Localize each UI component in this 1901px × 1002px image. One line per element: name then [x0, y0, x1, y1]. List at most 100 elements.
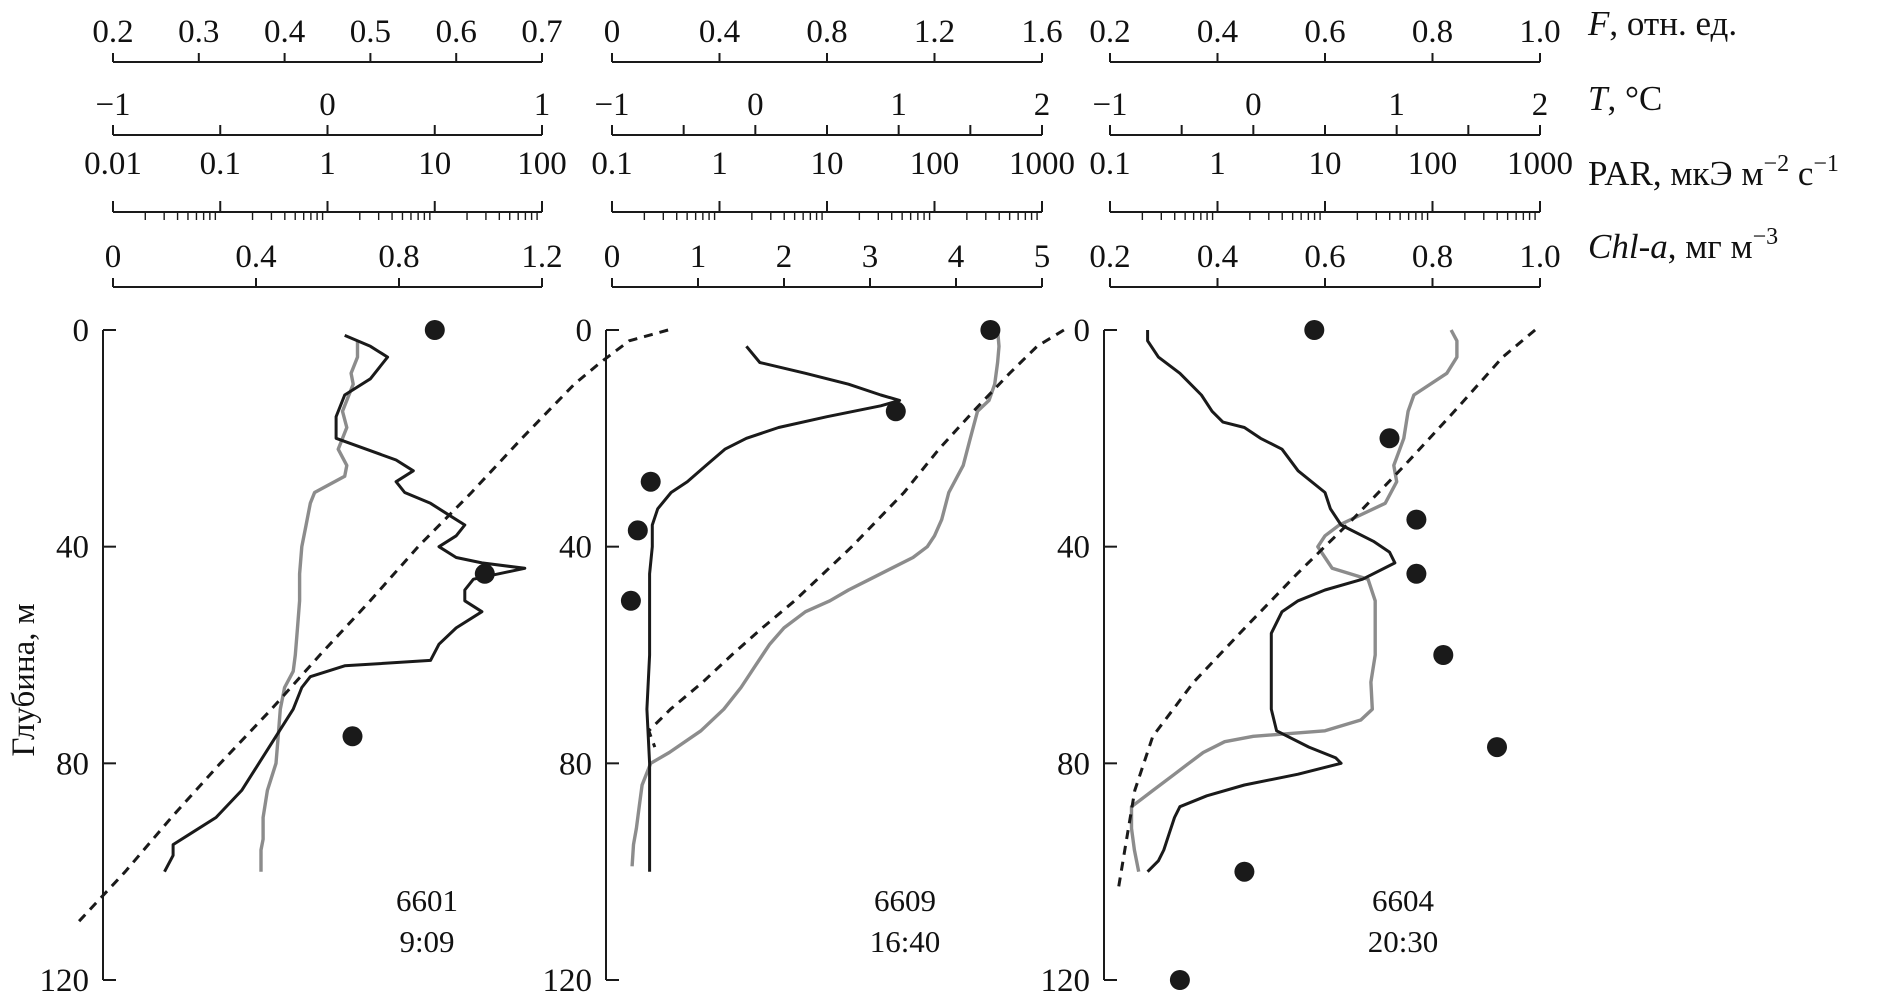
par-tick-label: 1: [1209, 146, 1226, 182]
profile-data-layer: [73, 320, 1537, 990]
temperature-profile: [259, 340, 360, 872]
chl-tick-label: 4: [948, 239, 965, 275]
par-tick-label: 0.01: [84, 146, 142, 182]
station-time: 20:30: [1368, 924, 1439, 959]
depth-tick-label: 40: [559, 530, 592, 566]
par-tick-label: 10: [1309, 146, 1342, 182]
f-tick-label: 1.0: [1519, 14, 1560, 50]
f-tick-label: 0.6: [436, 14, 477, 50]
chl-axis-title: Chl-a, мг м−3: [1588, 224, 1778, 266]
top-axis-titles: F, отн. ед. T, °C PAR, мкЭ м−2 с−1 Chl-a…: [1587, 4, 1839, 266]
f-tick-label: 1.2: [914, 14, 955, 50]
chl-a-point: [342, 726, 363, 747]
panel-6609: 0 0.4 0.8 1.2 1.6−1 0 1 20 1 2 3 4 50.1 1 10 100 1000: [591, 14, 1075, 288]
par-tick-label: 0.1: [1089, 146, 1130, 182]
station-labels: 6601 9:09 6609 16:40 6604 20:30: [396, 883, 1438, 959]
par-tick-label: 1: [319, 146, 336, 182]
t-tick-label: 1: [534, 87, 551, 123]
chl-tick-label: 2: [776, 239, 793, 275]
depth-tick-label: 0: [576, 313, 593, 349]
chl-tick-label: 0: [105, 239, 122, 275]
t-tick-label: −1: [95, 87, 130, 123]
station-label-6604: 6604 20:30: [1368, 883, 1439, 959]
depth-tick-label: 40: [1057, 530, 1090, 566]
station-number: 6609: [874, 883, 936, 918]
f-tick-label: 0: [604, 14, 621, 50]
temperature-profile: [630, 329, 1001, 867]
chl-tick-label: 0.4: [235, 239, 276, 275]
t-tick-label: 1: [1388, 87, 1405, 123]
t-tick-label: 0: [319, 87, 336, 123]
f-tick-label: 0.5: [350, 14, 391, 50]
t-tick-label: −1: [1092, 87, 1127, 123]
depth-tick-label: 120: [543, 963, 593, 999]
depth-tick-label: 0: [73, 313, 90, 349]
profiles-6601: [73, 320, 669, 927]
t-tick-label: 0: [1245, 87, 1262, 123]
par-tick-label: 10: [418, 146, 451, 182]
chl-a-point: [627, 520, 648, 541]
profiles-6609: [620, 320, 1065, 872]
t-tick-label: 0: [747, 87, 764, 123]
par-tick-label: 100: [1408, 146, 1458, 182]
t-tick-label: 1: [890, 87, 907, 123]
chl-a-point: [1234, 861, 1255, 882]
depth-axis-6604: 0 40 80 120: [1041, 313, 1117, 999]
chl-a-point: [1379, 428, 1400, 449]
depth-tick-label: 80: [559, 746, 592, 782]
fluorescence-profile: [163, 334, 527, 873]
station-label-6601: 6601 9:09: [396, 883, 458, 959]
chl-a-point: [1406, 509, 1427, 530]
f-axis-title: F, отн. ед.: [1587, 4, 1737, 43]
chl-tick-label: 0.6: [1304, 239, 1345, 275]
par-profile: [73, 328, 669, 927]
t-tick-label: −1: [594, 87, 629, 123]
f-tick-label: 0.6: [1304, 14, 1345, 50]
f-tick-label: 1.6: [1021, 14, 1062, 50]
station-time: 16:40: [870, 924, 941, 959]
par-tick-label: 0.1: [200, 146, 241, 182]
t-tick-label: 2: [1532, 87, 1549, 123]
panel-6604: 0.2 0.4 0.6 0.8 1.0−1 0 1 20.2 0.4 0.6 0.8 1.00.1 1 1…: [1089, 14, 1573, 288]
par-tick-label: 1: [711, 146, 728, 182]
panel-6601: 0.2 0.3 0.4 0.5 0.6 0.7−1 0 10 0.4 0.8 1.20.01 0.1 1…: [84, 14, 567, 288]
chl-tick-label: 5: [1034, 239, 1051, 275]
station-number: 6601: [396, 883, 458, 918]
f-tick-label: 0.3: [178, 14, 219, 50]
chl-tick-label: 0.4: [1197, 239, 1238, 275]
par-axis-title: PAR, мкЭ м−2 с−1: [1588, 151, 1839, 193]
f-tick-label: 0.8: [806, 14, 847, 50]
chl-a-point: [1487, 737, 1507, 758]
chl-tick-label: 1.2: [521, 239, 562, 275]
station-time: 9:09: [399, 924, 454, 959]
depth-tick-label: 40: [56, 530, 89, 566]
fluorescence-profile: [645, 345, 902, 872]
t-tick-label: 2: [1034, 87, 1051, 123]
chl-tick-label: 0: [604, 239, 621, 275]
par-tick-label: 0.1: [591, 146, 632, 182]
depth-axes-layer: 0 40 80 120 0 40 80 120 0 40 80 120: [40, 313, 1117, 999]
chl-a-point: [980, 320, 1001, 340]
depth-tick-label: 80: [1057, 746, 1090, 782]
f-tick-label: 0.2: [92, 14, 133, 50]
chl-tick-label: 1.0: [1519, 239, 1560, 275]
station-number: 6604: [1372, 883, 1435, 918]
f-tick-label: 0.7: [521, 14, 562, 50]
chl-a-point: [1169, 970, 1190, 990]
chl-tick-label: 0.8: [1412, 239, 1453, 275]
chl-a-point: [474, 563, 495, 584]
fluorescence-profile: [1146, 330, 1397, 873]
chl-tick-label: 3: [862, 239, 879, 275]
chl-a-point: [1304, 320, 1325, 340]
depth-tick-label: 80: [56, 746, 89, 782]
t-axis-title: T, °C: [1588, 79, 1662, 118]
chl-a-point: [620, 590, 641, 611]
profiles-6604: [1117, 320, 1537, 990]
chl-a-point: [1406, 563, 1427, 584]
f-tick-label: 0.8: [1412, 14, 1453, 50]
par-tick-label: 1000: [1507, 146, 1573, 182]
depth-axis-title: Глубина, м: [6, 603, 42, 756]
chl-a-point: [885, 401, 906, 422]
depth-axis-6601: 0 40 80 120: [40, 313, 116, 999]
